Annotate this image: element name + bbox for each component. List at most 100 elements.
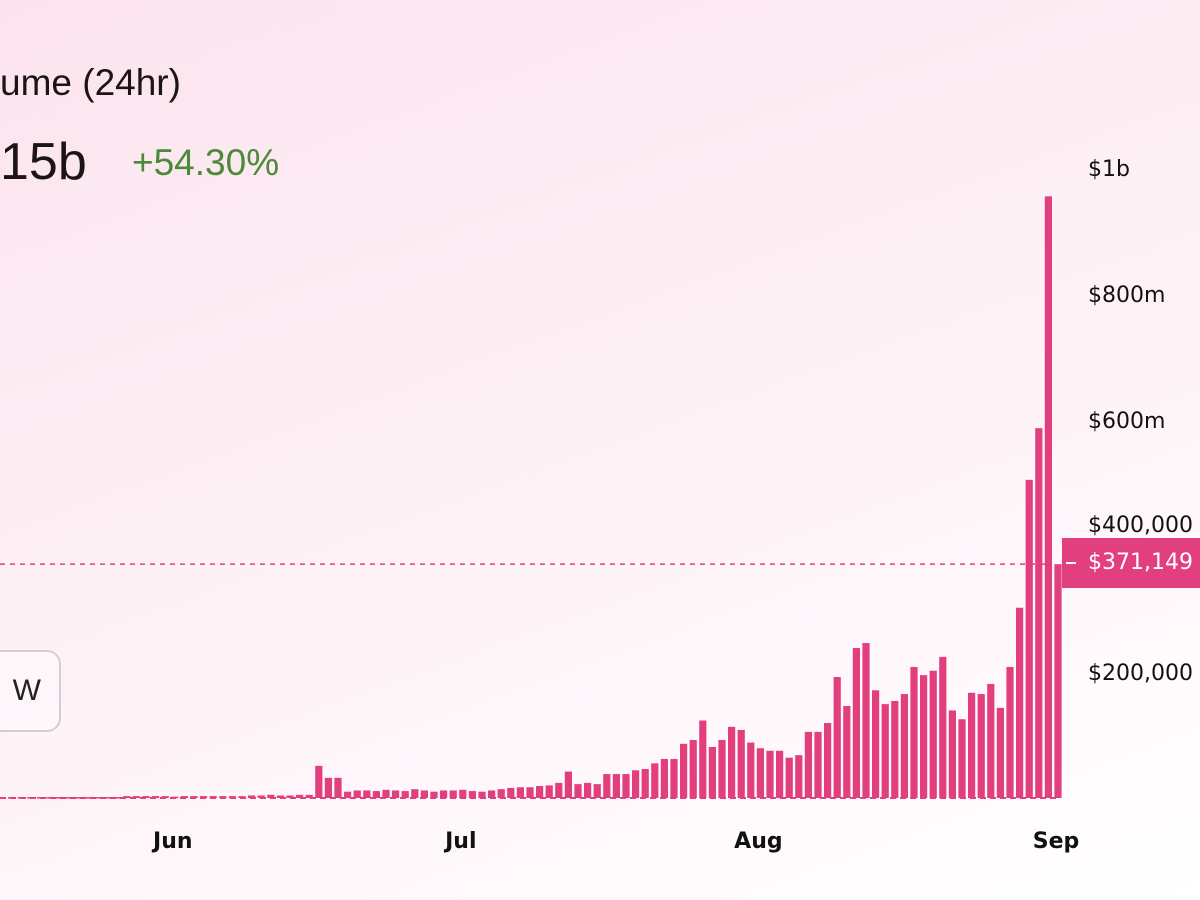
volume-bar (324, 777, 332, 798)
volume-bar (315, 765, 323, 798)
volume-bar (65, 797, 73, 799)
volume-bar (84, 797, 92, 799)
volume-bar (632, 770, 640, 798)
volume-bar (948, 710, 956, 798)
volume-bar (958, 719, 966, 798)
volume-bar (104, 797, 112, 799)
volume-bar (0, 797, 6, 799)
volume-bar (296, 794, 304, 798)
volume-bar (401, 791, 409, 798)
volume-bar (94, 797, 102, 799)
volume-bar (766, 750, 774, 798)
volume-bar (36, 797, 44, 799)
volume-bar (219, 796, 227, 798)
y-tick-label: $200,000 (1088, 661, 1193, 686)
volume-bar (872, 690, 880, 798)
volume-bar (689, 740, 697, 798)
volume-bar (939, 656, 947, 798)
volume-bar (699, 720, 707, 798)
volume-bar (440, 790, 448, 798)
volume-bar (910, 666, 918, 798)
volume-bar (286, 795, 294, 798)
volume-bar (833, 677, 841, 798)
volume-bar (267, 794, 275, 798)
y-tick-label: $800m (1088, 283, 1165, 308)
chart-title: ume (24hr) (0, 62, 181, 103)
volume-bar (344, 791, 352, 798)
volume-bar (804, 731, 812, 798)
volume-bar (1006, 666, 1014, 798)
volume-bar (641, 769, 649, 798)
volume-bar (1044, 196, 1052, 799)
volume-bar (305, 794, 313, 798)
volume-bar (200, 796, 208, 798)
volume-bar (56, 797, 64, 799)
volume-bar (228, 796, 236, 798)
volume-bar (248, 795, 256, 798)
interval-week-button[interactable]: W (0, 650, 61, 732)
volume-bar (17, 797, 25, 799)
volume-bar (776, 750, 784, 798)
volume-bar (920, 675, 928, 798)
volume-bar (670, 758, 678, 798)
volume-bar (1035, 428, 1043, 798)
volume-bar (996, 707, 1004, 798)
volume-bar (392, 790, 400, 798)
volume-bar (142, 796, 150, 798)
volume-bar (708, 746, 716, 798)
current-value-tag: $371,149 (1062, 538, 1200, 588)
volume-bar (190, 796, 198, 798)
volume-bar (75, 797, 83, 799)
volume-bar (603, 774, 611, 798)
volume-bar (747, 742, 755, 798)
volume-bar (977, 694, 985, 798)
volume-bar (718, 740, 726, 798)
volume-bar (814, 731, 822, 798)
volume-bar (536, 786, 544, 798)
volume-bar (622, 774, 630, 798)
x-tick-label: Aug (734, 829, 782, 854)
volume-bar (728, 726, 736, 798)
volume-bar (420, 790, 428, 798)
volume-bar (449, 790, 457, 798)
volume-bar (171, 796, 179, 799)
volume-bar (584, 782, 592, 798)
volume-bar (526, 787, 534, 798)
volume-bar (612, 774, 620, 798)
volume-bar (430, 791, 438, 798)
volume-bar (1016, 607, 1024, 798)
y-tick-label: $600m (1088, 409, 1165, 434)
volume-bar (363, 790, 371, 798)
current-value-tag-dash (1066, 562, 1076, 564)
volume-bar (891, 700, 899, 798)
volume-change: +54.30% (132, 142, 280, 183)
volume-bar (123, 796, 131, 798)
volume-bar (507, 787, 515, 798)
x-tick-label: Sep (1033, 829, 1080, 854)
volume-bar (372, 791, 380, 798)
volume-bar (132, 796, 140, 798)
volume-bar (488, 790, 496, 798)
volume-bar (113, 797, 121, 799)
volume-bar (545, 785, 553, 798)
volume-bar (785, 757, 793, 798)
volume-bar (881, 704, 889, 798)
volume-bar (152, 796, 160, 798)
volume-bar (516, 787, 524, 798)
volume-bar (209, 796, 217, 798)
volume-bar (238, 796, 246, 798)
volume-bar (852, 648, 860, 798)
volume-bar (680, 743, 688, 798)
volume-bar (660, 758, 668, 798)
x-tick-label: Jun (151, 829, 193, 854)
volume-bar (900, 694, 908, 798)
volume-bar (478, 791, 486, 798)
volume-bar (756, 748, 764, 798)
y-tick-label: $400,000 (1088, 513, 1193, 538)
volume-bar (276, 795, 284, 798)
volume-bar (353, 790, 361, 798)
volume-bar (161, 796, 169, 798)
volume-bar (968, 692, 976, 798)
volume-bar (46, 797, 54, 799)
y-tick-label: $1b (1088, 157, 1130, 182)
